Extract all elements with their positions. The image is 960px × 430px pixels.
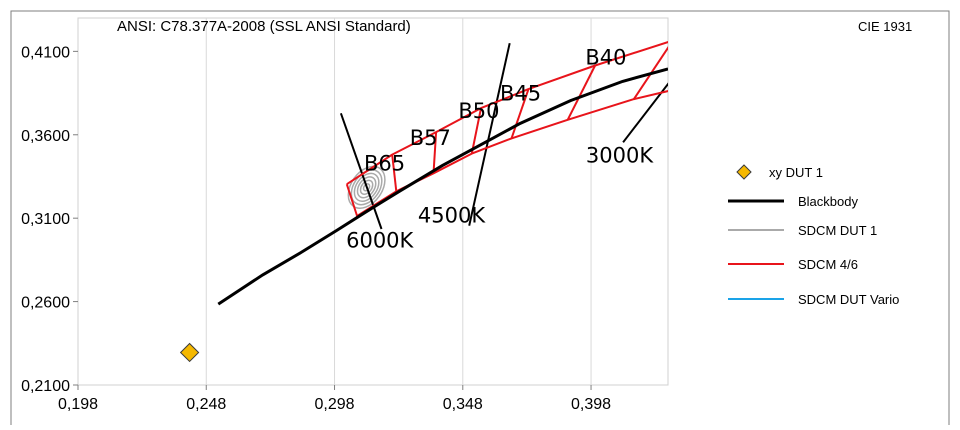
- chart-title: ANSI: C78.377A-2008 (SSL ANSI Standard): [117, 18, 411, 35]
- sdcm-quadrangle-edge: [470, 107, 482, 154]
- y-tick-label: 0,3600: [21, 128, 70, 145]
- x-tick-label: 0,348: [443, 396, 483, 413]
- y-tick-label: 0,4100: [21, 44, 70, 61]
- chart-annotation: B40: [585, 46, 626, 70]
- plot-area: [77, 17, 669, 386]
- sdcm-quadrangle-edge: [432, 132, 438, 174]
- y-tick-label: 0,2100: [21, 378, 70, 395]
- x-tick-label: 0,398: [571, 396, 611, 413]
- sdcm-quadrangle-edge: [633, 46, 668, 100]
- sdcm-dut-ellipse: [350, 169, 383, 206]
- cct-reference-line: [468, 42, 511, 226]
- x-tick-label: 0,298: [314, 396, 354, 413]
- sdcm-dut-ellipse: [359, 179, 374, 196]
- legend-label: xy DUT 1: [769, 165, 823, 180]
- chart-annotation: 3000K: [586, 143, 654, 167]
- legend: xy DUT 1 Blackbody SDCM DUT 1 SDCM 4/6 SDCM …: [728, 164, 899, 307]
- chart-annotation: B65: [364, 152, 405, 176]
- chart-annotation: 6000K: [346, 228, 414, 252]
- axes: 0,198 0,248 0,298 0,348 0,398 0,2100 0,2600 0,3…: [21, 44, 611, 413]
- x-tick-label: 0,198: [58, 396, 98, 413]
- chart-annotation: B45: [500, 82, 541, 106]
- y-tick-label: 0,3100: [21, 211, 70, 228]
- chart-annotation: B57: [410, 126, 451, 150]
- chart-annotation: 4500K: [418, 203, 486, 227]
- cct-reference-line: [622, 82, 668, 143]
- sdcm-dut-ellipse: [356, 176, 377, 199]
- legend-marker: [736, 164, 752, 180]
- chart-subtitle: CIE 1931: [858, 19, 912, 34]
- x-tick-label: 0,248: [186, 396, 226, 413]
- series: [179, 41, 668, 363]
- sdcm-quadrangle-edge: [510, 88, 530, 139]
- chart-annotation: B50: [458, 99, 499, 123]
- legend-label: SDCM 4/6: [798, 257, 858, 272]
- blackbody-line: [217, 67, 668, 306]
- legend-label: SDCM DUT 1: [798, 223, 877, 238]
- dut-marker: [179, 342, 200, 363]
- sdcm-quadrangle-edge: [566, 65, 596, 121]
- y-tick-label: 0,2600: [21, 295, 70, 312]
- sdcm-dut-ellipse: [362, 183, 371, 192]
- legend-label: SDCM DUT Vario: [798, 292, 899, 307]
- sdcm-quadrangle-edge: [391, 154, 398, 192]
- cct-reference-line: [339, 112, 383, 230]
- legend-label: Blackbody: [798, 194, 858, 209]
- grid: [205, 18, 592, 385]
- sdcm-dut-ellipse: [353, 172, 380, 203]
